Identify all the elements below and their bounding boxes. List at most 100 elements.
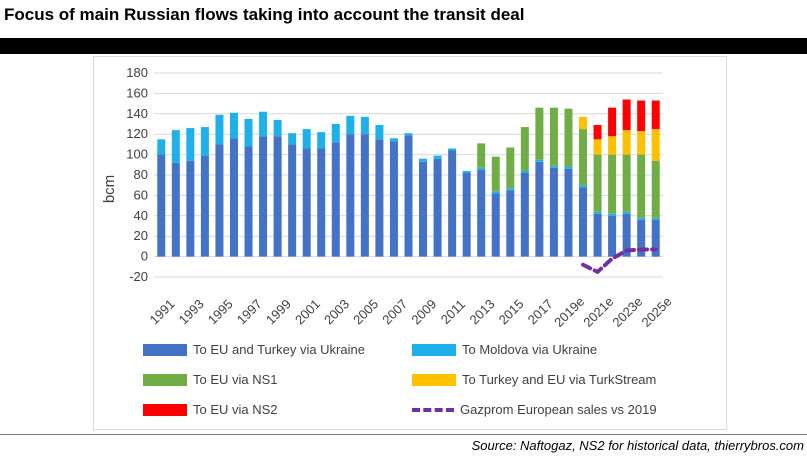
bar-segment: [564, 166, 573, 169]
bar-segment: [608, 136, 617, 155]
bar-segment: [404, 133, 413, 136]
y-axis-label: bcm: [101, 175, 118, 203]
bar-segment: [302, 148, 311, 257]
bar-segment: [593, 154, 602, 212]
bar-segment: [564, 168, 573, 257]
bar-segment: [637, 100, 646, 132]
line-gazprom-sales: [581, 247, 658, 275]
bar-segment: [200, 155, 209, 257]
x-tick-label: 2009: [408, 296, 439, 327]
y-tick-label: 100: [126, 147, 148, 162]
bar-segment: [288, 133, 297, 145]
bar-segment: [419, 158, 428, 162]
bar-segment: [448, 150, 457, 257]
y-tick-label: 160: [126, 85, 148, 100]
bar-segment: [506, 190, 515, 257]
bar-segment: [535, 161, 544, 257]
bar-segment: [622, 154, 631, 212]
x-tick-label: 2015: [496, 296, 527, 327]
legend-label: To Moldova via Ukraine: [462, 342, 598, 358]
bar-segment: [157, 139, 166, 155]
legend-item: To EU via NS1: [143, 371, 278, 387]
legend-item: To Turkey and EU via TurkStream: [412, 371, 656, 387]
y-tick-label: 80: [134, 167, 148, 182]
bar-segment: [375, 139, 384, 257]
x-tick-label: 2021e: [580, 294, 616, 330]
bar-segment: [273, 136, 282, 257]
y-tick-label: 60: [134, 187, 148, 202]
bar-segment: [273, 119, 282, 137]
bar-segment: [579, 185, 588, 188]
bar-segment: [622, 130, 631, 155]
x-tick-label: 2025e: [638, 294, 674, 330]
bar-segment: [171, 162, 180, 257]
x-tick-label: 2023e: [609, 294, 645, 330]
bar-segment: [637, 131, 646, 155]
bar-segment: [186, 160, 195, 257]
bar-segment: [229, 138, 238, 257]
bottom-divider: [0, 434, 807, 435]
bar-segment: [360, 116, 369, 135]
x-tick-label: 2017: [525, 296, 556, 327]
x-tick-label: 1997: [234, 296, 265, 327]
bar-segment: [549, 167, 558, 257]
y-tick-label: 120: [126, 126, 148, 141]
legend-label: To Turkey and EU via TurkStream: [462, 372, 657, 388]
legend-swatch: [412, 407, 454, 412]
bar-segment: [462, 172, 471, 257]
legend-label: To EU via NS1: [193, 372, 278, 388]
bar-segment: [331, 124, 340, 143]
bar-segment: [259, 136, 268, 257]
x-tick-label: 1995: [205, 296, 236, 327]
y-tick-label: 40: [134, 208, 148, 223]
x-tick-label: 2007: [379, 296, 410, 327]
legend-item: To EU and Turkey via Ukraine: [143, 341, 365, 357]
bar-segment: [317, 132, 326, 149]
bar-segment: [651, 160, 660, 218]
bar-segment: [448, 148, 457, 151]
bar-segment: [520, 170, 529, 173]
x-tick-label: 2011: [438, 297, 468, 327]
legend-label: Gazprom European sales vs 2019: [460, 402, 657, 418]
bar-segment: [520, 172, 529, 257]
legend-label: To EU and Turkey via Ukraine: [193, 342, 365, 358]
bar-segment: [477, 143, 486, 168]
bar-segment: [520, 127, 529, 171]
bar-segment: [651, 129, 660, 161]
chart-title: Focus of main Russian flows taking into …: [4, 5, 525, 24]
bar-segment: [302, 129, 311, 149]
bar-segment: [491, 193, 500, 257]
x-tick-label: 2019e: [551, 294, 587, 330]
bar-segment: [651, 219, 660, 257]
bar-segment: [506, 147, 515, 189]
x-tick-label: 1991: [147, 296, 178, 327]
bar-segment: [651, 217, 660, 220]
bar-segment: [593, 125, 602, 140]
bar-segment: [506, 188, 515, 191]
y-tick-label: 0: [141, 249, 148, 264]
chart-area: -20 0 20 40 60 80 100 120 140 160 180 bcm 1991 1993 19…: [93, 56, 727, 430]
legend-swatch: [143, 403, 187, 416]
bar-segment: [637, 219, 646, 257]
bar-segment: [564, 108, 573, 167]
x-tick-label: 2013: [467, 296, 498, 327]
bar-segment: [579, 129, 588, 186]
bar-segment: [651, 100, 660, 130]
bar-segment: [608, 154, 617, 214]
bar-segment: [215, 144, 224, 257]
bar-segment: [259, 111, 268, 137]
bar-segment: [622, 213, 631, 257]
bar-segment: [622, 99, 631, 131]
bar-segment: [346, 134, 355, 257]
y-tick-label: 180: [126, 65, 148, 80]
legend-swatch: [143, 373, 187, 386]
bar-segment: [535, 107, 544, 160]
bar-segment: [433, 155, 442, 159]
bar-segment: [288, 144, 297, 257]
bar-segment: [637, 217, 646, 220]
bar-segment: [608, 215, 617, 257]
bar-segment: [462, 170, 471, 173]
x-tick-label: 2001: [292, 296, 323, 327]
legend-swatch: [412, 373, 456, 386]
bar-segment: [549, 165, 558, 168]
